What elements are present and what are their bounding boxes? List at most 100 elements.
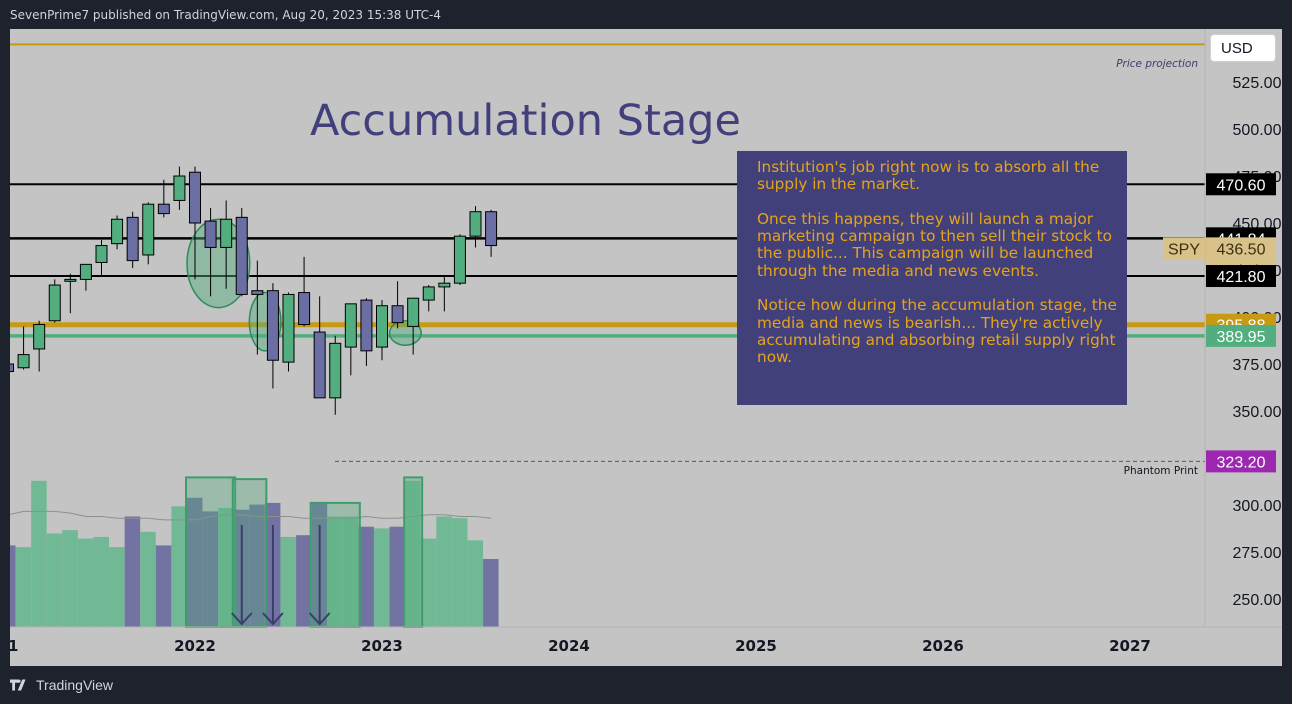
annotation-shapes (185, 218, 424, 628)
time-tick-label: 2024 (548, 637, 590, 655)
volume-bar (62, 530, 78, 627)
candle-body (438, 282, 451, 288)
price-label-badge (1206, 324, 1276, 347)
candle-body (469, 211, 482, 237)
price-axis[interactable]: 525.00500.00475.00450.00425.00400.00375.… (1163, 29, 1282, 627)
price-tick-label: 300.00 (1233, 498, 1282, 515)
volume-bar (483, 559, 499, 627)
volume-bar (358, 526, 374, 627)
note-paragraph: Notice how during the accumulation stage… (757, 296, 1117, 367)
candle-body (391, 305, 404, 324)
time-tick-label: 21 (10, 637, 18, 655)
currency-button[interactable]: USD (1210, 34, 1276, 62)
volume-bar (218, 508, 234, 627)
candle-body (344, 303, 357, 348)
footer: TradingView (0, 668, 1292, 704)
publish-info: SevenPrime7 published on TradingView.com… (10, 8, 441, 22)
note-paragraph: Once this happens, they will launch a ma… (757, 209, 1113, 280)
volume-bar (374, 528, 390, 627)
volume-bar (46, 533, 63, 627)
price-label-text: 470.60 (1217, 177, 1266, 194)
candle-body (64, 278, 77, 282)
price-label-badge (1206, 173, 1276, 196)
time-tick-label: 2023 (361, 637, 403, 655)
price-tick-label: 350.00 (1233, 404, 1282, 421)
candle-body (157, 203, 170, 215)
volume-bar (31, 480, 47, 627)
candle-body (79, 263, 92, 280)
volume-highlight-box (403, 476, 424, 628)
price-tick-label: 250.00 (1233, 592, 1282, 609)
price-label-text: 436.50 (1217, 241, 1266, 258)
candle-body (48, 284, 61, 322)
volume-highlight-box (309, 501, 361, 628)
tradingview-logo-icon (10, 679, 26, 691)
publish-header: SevenPrime7 published on TradingView.com… (0, 0, 1292, 30)
volume-bar (389, 526, 406, 627)
candle-body (10, 363, 14, 373)
volume-bar (77, 538, 94, 627)
candle-body (204, 220, 217, 248)
price-label-text: 421.80 (1217, 269, 1266, 286)
symbol-tag-badge (1163, 237, 1205, 260)
volume-bar (124, 516, 141, 627)
candle-body (485, 211, 498, 247)
price-label-badge (1206, 265, 1276, 288)
candle-body (422, 286, 435, 301)
candle-body (360, 299, 373, 352)
volume-bar (93, 536, 109, 627)
volume-bar (342, 516, 359, 627)
candle-body (17, 354, 30, 369)
candle-body (235, 216, 248, 295)
time-tick-label: 2025 (735, 637, 777, 655)
candle-body (329, 342, 342, 399)
price-label-text: 323.20 (1217, 454, 1266, 471)
candle-body (189, 171, 201, 224)
candle-body (142, 203, 155, 256)
candles (10, 166, 498, 415)
price-label-text: 389.95 (1217, 329, 1266, 346)
volume-bar (420, 538, 437, 627)
volume-bar (467, 540, 483, 627)
volume-bar (296, 535, 312, 627)
candle-body (251, 290, 264, 295)
volume-bar (109, 547, 125, 627)
time-tick-label: 2022 (174, 637, 216, 655)
volume-highlight-box (231, 478, 268, 628)
candlestick-chart[interactable]: 525.00500.00475.00450.00425.00400.00375.… (10, 29, 1282, 666)
down-arrow-head-icon (231, 612, 253, 626)
volume-bar (249, 504, 265, 627)
candle-body (282, 293, 295, 363)
volume-bar (15, 547, 32, 627)
chart-title: Accumulation Stage (310, 96, 741, 146)
time-tick-label: 2026 (922, 637, 964, 655)
volume-bar (140, 531, 156, 627)
phantom-print-label: Phantom Print (1124, 465, 1198, 477)
price-tick-label: 525.00 (1233, 75, 1282, 92)
candle-body (126, 216, 139, 262)
price-tick-label: 375.00 (1233, 357, 1282, 374)
candle-body (313, 331, 326, 399)
candle-body (95, 245, 108, 263)
down-arrow-head-icon (308, 612, 331, 626)
volume-ma-line (10, 510, 492, 521)
volume-bar (187, 497, 203, 627)
tradingview-brand[interactable]: TradingView (10, 677, 113, 693)
volume-bar (451, 518, 468, 627)
accumulation-ellipse (186, 218, 251, 309)
time-axis[interactable]: 21 2022 2023 2024 2025 2026 2027 (10, 626, 1282, 655)
candle-body (220, 218, 233, 248)
candle-body (33, 324, 46, 350)
symbol-tag-text: SPY (1168, 241, 1200, 258)
price-label-badge (1206, 237, 1276, 260)
volume-bar (327, 516, 343, 627)
volume-bar (436, 516, 452, 627)
volume-highlight-box (185, 476, 237, 628)
price-tick-label: 275.00 (1233, 545, 1282, 562)
volume-bar (155, 545, 172, 627)
candle-body (453, 235, 466, 284)
candle-body (376, 305, 388, 348)
price-label-badge (1206, 450, 1276, 473)
candle-body (298, 292, 311, 326)
candle-body (111, 218, 124, 245)
